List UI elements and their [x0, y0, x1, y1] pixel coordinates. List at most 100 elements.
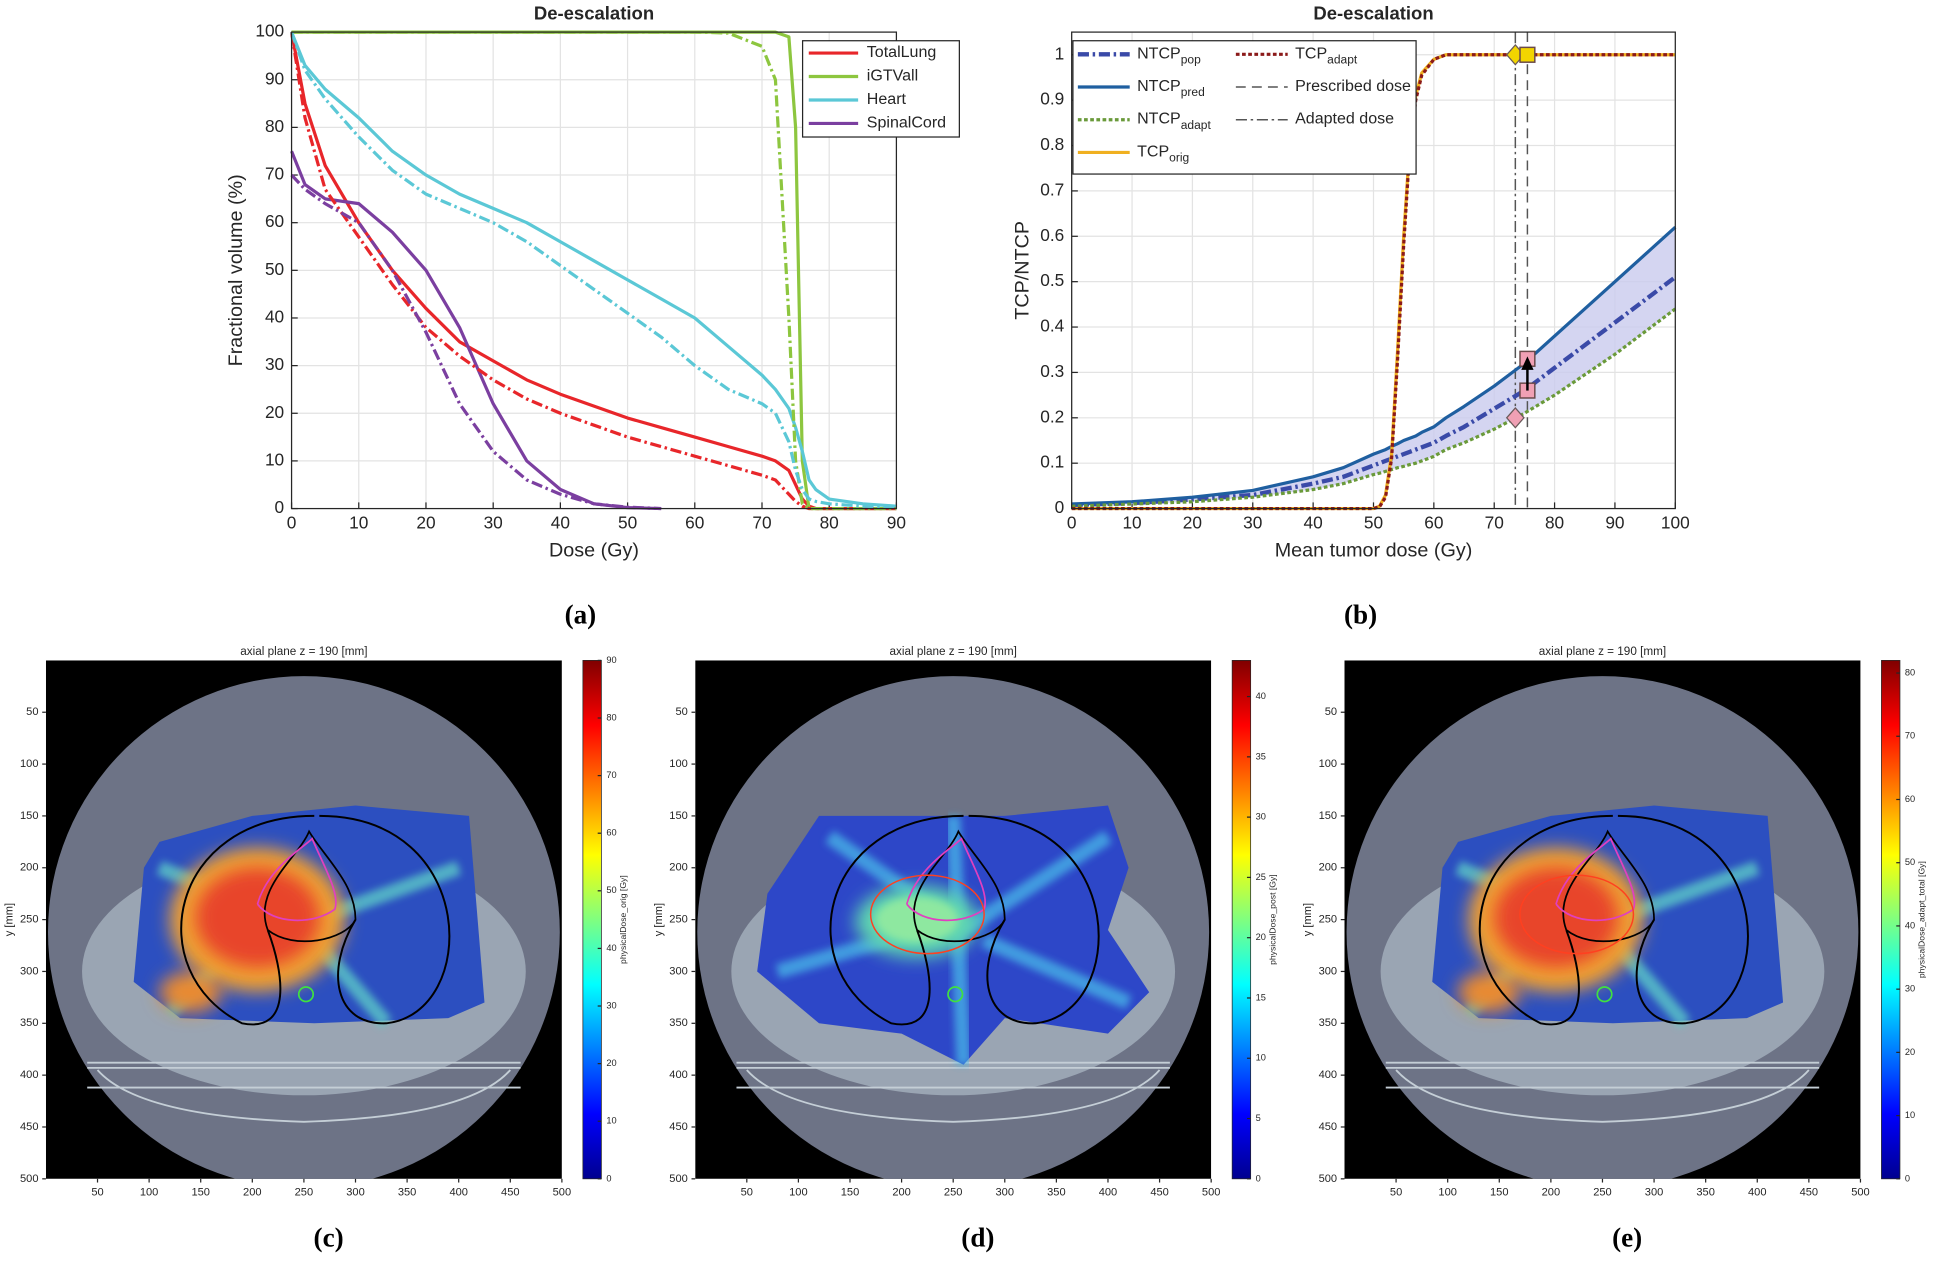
axes-box: [290, 31, 898, 510]
x-tick-label: 70: [1485, 512, 1504, 532]
x-tick-label: 60: [1424, 512, 1443, 532]
y-tick-label: 0.7: [1040, 179, 1064, 199]
x-tick-label: 60: [685, 512, 704, 532]
x-tick-label: 50: [1390, 1186, 1402, 1198]
colorbar-tick-label: 30: [606, 1000, 616, 1010]
series-line: [290, 31, 897, 509]
legend-name: NTCP: [1137, 110, 1181, 128]
y-tick-label: 50: [265, 259, 284, 279]
colorbar-tick-label: 10: [1256, 1053, 1266, 1063]
y-tick-label: 70: [265, 164, 284, 184]
legend-subscript: pop: [1181, 53, 1201, 67]
dose-ray: [959, 830, 1112, 937]
dose-blob: [875, 896, 959, 943]
marker: [1519, 46, 1536, 63]
legend-subscript: pred: [1181, 85, 1205, 99]
image-area: [1344, 660, 1861, 1179]
x-tick-label: 20: [416, 512, 435, 532]
y-tick-label: 0.8: [1040, 134, 1064, 154]
y-tick-label: 0: [275, 497, 285, 517]
target-contour: [256, 837, 337, 922]
x-tick-label: 200: [892, 1186, 911, 1198]
y-tick-label: 150: [20, 810, 39, 822]
x-tick-label: 20: [1183, 512, 1202, 532]
colorbar-tick-label: 15: [1256, 992, 1266, 1002]
caption: (d): [961, 1223, 994, 1253]
y-tick-label: 400: [669, 1069, 688, 1081]
colorbar-tick-label: 50: [606, 885, 616, 895]
caption: (b): [1344, 599, 1377, 629]
legend-label: TCPorig: [1137, 143, 1189, 165]
colorbar-label: physicalDose_post [Gy]: [1267, 874, 1277, 965]
x-tick-label: 100: [1438, 1186, 1457, 1198]
series-line: [290, 173, 662, 511]
colorbar-tick-label: 0: [1256, 1173, 1261, 1183]
isodose-contour: [869, 874, 985, 955]
heart-contour: [263, 829, 357, 943]
colorbar-tick-label: 10: [1905, 1110, 1915, 1120]
y-tick-label: 200: [669, 862, 688, 874]
x-tick-label: 250: [1593, 1186, 1612, 1198]
couch-curve: [96, 1069, 511, 1123]
x-tick-label: 80: [1545, 512, 1564, 532]
colorbar-tick-label: 80: [1905, 667, 1915, 677]
x-tick-label: 250: [944, 1186, 963, 1198]
y-tick-label: 350: [1319, 1017, 1338, 1029]
x-tick-label: 350: [1696, 1186, 1715, 1198]
legend-name: Prescribed dose: [1295, 77, 1411, 95]
colorbar-tick-label: 60: [606, 828, 616, 838]
x-tick-label: 450: [501, 1186, 520, 1198]
y-tick-label: 100: [255, 21, 284, 41]
legend-label: Prescribed dose: [1295, 77, 1411, 95]
legend-name: SpinalCord: [867, 114, 946, 132]
legend-subscript: adapt: [1181, 118, 1212, 132]
legend-label: NTCPpred: [1137, 77, 1205, 99]
chart-title: axial plane z = 190 [mm]: [890, 645, 1017, 658]
target-contour: [905, 837, 987, 922]
colorbar-tick-label: 35: [1256, 751, 1266, 761]
colorbar-label: physicalDose_adapt_total [Gy]: [1917, 861, 1927, 978]
x-tick-label: 150: [191, 1186, 210, 1198]
y-tick-label: 500: [669, 1173, 688, 1185]
x-tick-label: 500: [1851, 1186, 1870, 1198]
x-tick-label: 450: [1800, 1186, 1819, 1198]
couch-curve: [1395, 1069, 1810, 1123]
x-tick-label: 0: [1067, 512, 1077, 532]
x-tick-label: 80: [820, 512, 839, 532]
lung-contour: [180, 814, 451, 1026]
colorbar-tick-label: 0: [1905, 1173, 1910, 1183]
legend-label: SpinalCord: [867, 114, 946, 132]
lung-contour: [829, 814, 1100, 1026]
image-area: [45, 660, 562, 1179]
legend-label: TotalLung: [867, 43, 937, 61]
colorbar-tick-label: 20: [606, 1058, 616, 1068]
y-tick-label: 0.6: [1040, 225, 1064, 245]
legend-name: Heart: [867, 90, 907, 108]
y-tick-label: 0.1: [1040, 452, 1064, 472]
y-tick-label: 250: [1319, 914, 1338, 926]
x-tick-label: 90: [1605, 512, 1624, 532]
y-tick-label: 0.9: [1040, 89, 1064, 109]
legend-label: TCPadapt: [1295, 45, 1358, 67]
y-tick-label: 400: [20, 1069, 39, 1081]
legend-subscript: orig: [1169, 151, 1189, 165]
x-tick-label: 350: [1047, 1186, 1066, 1198]
y-tick-label: 60: [265, 211, 284, 231]
heart-contour: [1562, 829, 1655, 943]
dose-ray: [981, 933, 1132, 1010]
colorbar: [582, 660, 602, 1180]
legend-name: TCP: [1295, 45, 1327, 63]
colorbar-tick-label: 40: [606, 943, 616, 953]
series-line: [290, 31, 897, 508]
x-tick-label: 40: [551, 512, 570, 532]
x-tick-label: 450: [1150, 1186, 1169, 1198]
colorbar-tick-label: 20: [1905, 1047, 1915, 1057]
x-tick-label: 100: [1661, 512, 1690, 532]
series-line: [1071, 226, 1677, 506]
x-tick-label: 50: [91, 1186, 103, 1198]
y-tick-label: 400: [1319, 1069, 1338, 1081]
ct-dose-image: [695, 660, 1212, 1179]
x-tick-label: 70: [752, 512, 771, 532]
x-tick-label: 400: [449, 1186, 468, 1198]
